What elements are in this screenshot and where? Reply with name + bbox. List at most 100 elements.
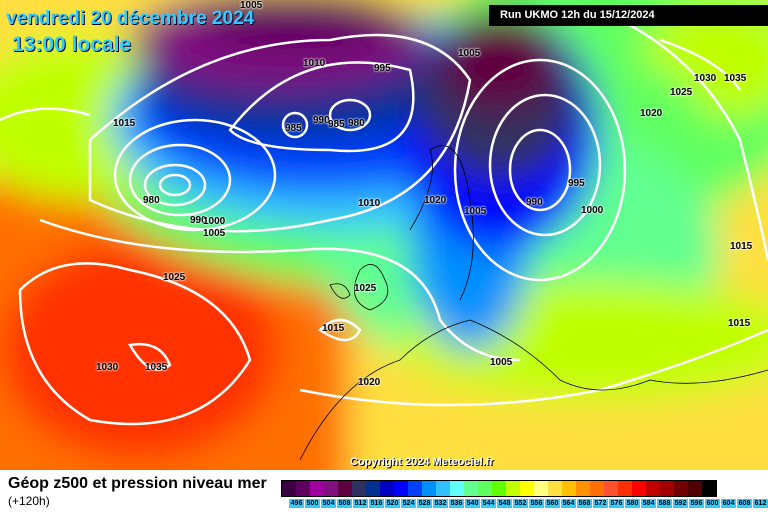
legend-swatch	[338, 481, 352, 496]
legend-label: 580	[625, 499, 641, 508]
pressure-label: 1015	[728, 318, 751, 329]
pressure-label: 1025	[354, 283, 377, 294]
model-run-label: Run UKMO 12h du 15/12/2024	[489, 5, 768, 26]
pressure-label: 1005	[490, 357, 513, 368]
legend-swatch	[310, 481, 324, 496]
legend-label: 500	[305, 499, 321, 508]
forecast-time: 13:00 locale	[12, 33, 132, 56]
pressure-label: 1020	[640, 108, 663, 119]
legend-swatch	[492, 481, 506, 496]
pressure-label: 1000	[203, 216, 226, 227]
legend-swatch	[436, 481, 450, 496]
pressure-label: 1005	[240, 0, 263, 11]
pressure-label: 1005	[464, 206, 487, 217]
legend-label: 560	[545, 499, 561, 508]
pressure-label: 1035	[724, 73, 747, 84]
legend-label: 524	[401, 499, 417, 508]
legend-label: 592	[673, 499, 689, 508]
pressure-label: 995	[374, 63, 391, 74]
legend-label: 584	[641, 499, 657, 508]
legend-label: 600	[705, 499, 721, 508]
legend-label: 604	[721, 499, 737, 508]
pressure-label: 990	[190, 215, 207, 226]
legend-swatch	[366, 481, 380, 496]
legend-label: 544	[481, 499, 497, 508]
legend-label: 564	[561, 499, 577, 508]
legend-label: 608	[737, 499, 753, 508]
legend-label: 612	[753, 499, 768, 508]
legend-label: 496	[289, 499, 305, 508]
legend-label: 528	[417, 499, 433, 508]
legend-label: 536	[449, 499, 465, 508]
legend-swatch	[394, 481, 408, 496]
pressure-label: 995	[568, 178, 585, 189]
legend-swatch	[618, 481, 632, 496]
pressure-label: 990	[526, 197, 543, 208]
legend-label: 504	[321, 499, 337, 508]
pressure-label: 1015	[113, 118, 136, 129]
legend-swatch	[352, 481, 366, 496]
pressure-label: 1030	[694, 73, 717, 84]
legend-label: 572	[593, 499, 609, 508]
legend-swatch	[464, 481, 478, 496]
legend-labels: 496 500 504 508 512 516 520 524 528 532 536 540 544 5…	[289, 499, 768, 508]
pressure-label: 1030	[96, 362, 119, 373]
legend-swatch	[646, 481, 660, 496]
legend-label: 568	[577, 499, 593, 508]
map-title: Géop z500 et pression niveau mer	[8, 475, 267, 492]
pressure-label: 985	[285, 123, 302, 134]
legend-swatch	[576, 481, 590, 496]
coastlines	[299, 145, 768, 461]
legend-swatch	[534, 481, 548, 496]
legend-swatch	[702, 481, 716, 496]
legend-label: 532	[433, 499, 449, 508]
legend-label: 540	[465, 499, 481, 508]
pressure-label: 1010	[303, 58, 326, 69]
isobars	[0, 18, 768, 426]
forecast-offset: (+120h)	[8, 494, 50, 508]
legend-swatch	[590, 481, 604, 496]
legend-swatch	[408, 481, 422, 496]
pressure-label: 1000	[581, 205, 604, 216]
copyright: Copyright 2024 Meteociel.fr	[350, 456, 494, 468]
pressure-label: 980	[348, 118, 365, 129]
legend-swatch	[296, 481, 310, 496]
legend-label: 596	[689, 499, 705, 508]
legend-swatch	[380, 481, 394, 496]
legend-label: 512	[353, 499, 369, 508]
pressure-label: 980	[143, 195, 160, 206]
color-legend	[281, 480, 717, 497]
pressure-label: 1015	[730, 241, 753, 252]
legend-swatch	[632, 481, 646, 496]
legend-label: 576	[609, 499, 625, 508]
legend-swatch	[520, 481, 534, 496]
legend-swatch	[660, 481, 674, 496]
legend-swatch	[548, 481, 562, 496]
pressure-label: 1005	[458, 48, 481, 59]
pressure-label: 1025	[163, 272, 186, 283]
pressure-label: 1035	[145, 362, 168, 373]
legend-swatch	[450, 481, 464, 496]
legend-label: 548	[497, 499, 513, 508]
legend-label: 516	[369, 499, 385, 508]
legend-swatch	[674, 481, 688, 496]
pressure-label: 985	[328, 119, 345, 130]
legend-label: 520	[385, 499, 401, 508]
forecast-date: vendredi 20 décembre 2024	[6, 8, 255, 29]
pressure-label: 1020	[424, 195, 447, 206]
pressure-label: 990	[313, 115, 330, 126]
legend-swatch	[324, 481, 338, 496]
legend-swatch	[562, 481, 576, 496]
pressure-label: 1025	[670, 87, 693, 98]
pressure-label: 1015	[322, 323, 345, 334]
pressure-label: 1010	[358, 198, 381, 209]
legend-label: 508	[337, 499, 353, 508]
legend-label: 588	[657, 499, 673, 508]
legend-swatch	[478, 481, 492, 496]
legend-label: 556	[529, 499, 545, 508]
legend-swatch	[282, 481, 296, 496]
legend-swatch	[604, 481, 618, 496]
legend-swatch	[688, 481, 702, 496]
legend-swatch	[422, 481, 436, 496]
pressure-label: 1020	[358, 377, 381, 388]
